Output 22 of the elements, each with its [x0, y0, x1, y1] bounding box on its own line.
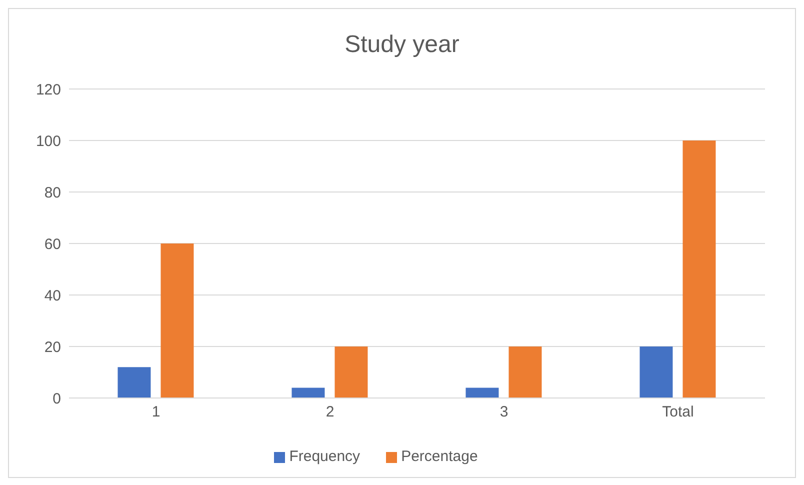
legend-label: Percentage: [401, 448, 478, 465]
bar: [118, 367, 151, 398]
bar: [466, 388, 499, 398]
x-tick-label: 1: [152, 404, 160, 421]
x-tick-label: 3: [500, 404, 508, 421]
x-tick-label: 2: [326, 404, 334, 421]
bar: [682, 140, 716, 398]
bar: [334, 346, 368, 398]
legend-label: Frequency: [289, 448, 360, 465]
y-tick-label: 80: [44, 184, 61, 202]
bar: [508, 346, 542, 398]
y-tick-label: 40: [44, 287, 61, 304]
chart-title: Study year: [344, 30, 460, 60]
bar: [640, 346, 673, 398]
y-tick-label: 0: [52, 390, 61, 408]
y-tick-label: 20: [44, 338, 61, 356]
y-tick-label: 100: [36, 132, 61, 150]
y-tick-label: 120: [36, 81, 61, 98]
bar: [160, 244, 194, 398]
y-tick-label: 60: [44, 236, 61, 253]
bar: [292, 388, 325, 398]
x-tick-label: Total: [662, 404, 694, 421]
